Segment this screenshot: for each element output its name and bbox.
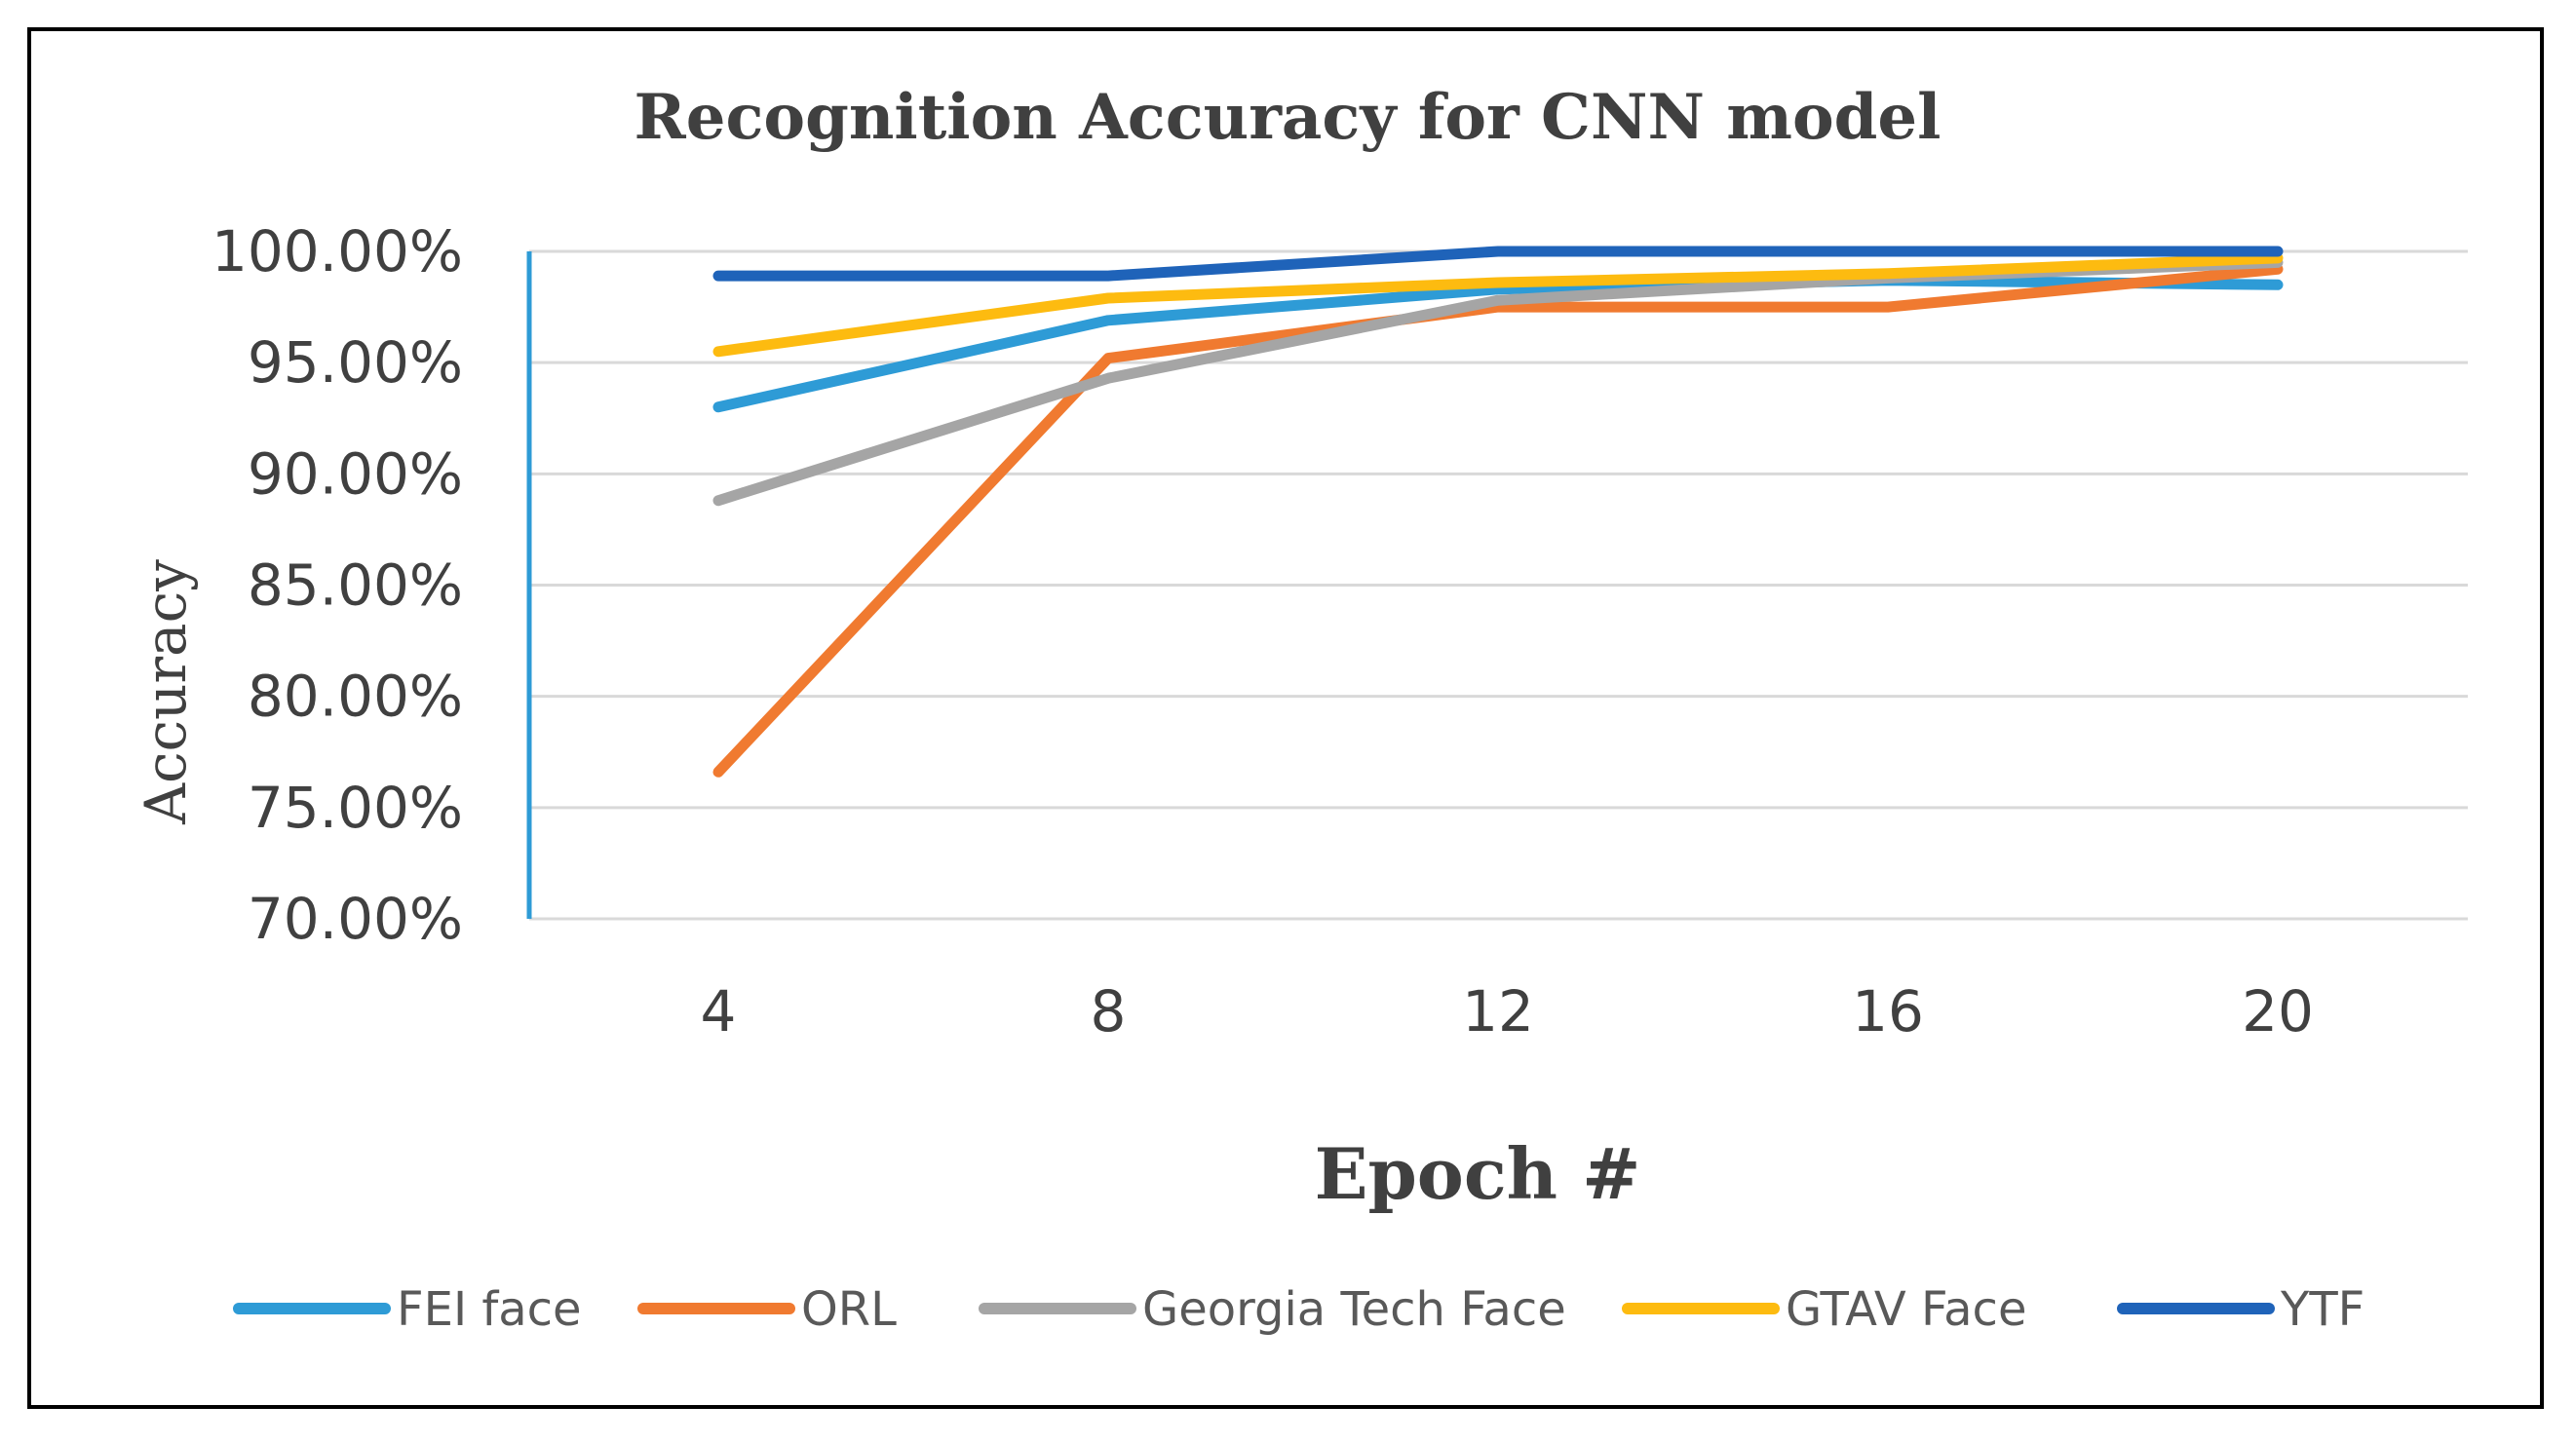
legend-label: FEI face (397, 1282, 582, 1337)
legend-label: ORL (801, 1282, 897, 1337)
y-axis-label: Accuracy (133, 559, 199, 825)
y-tick-label: 80.00% (248, 664, 463, 730)
legend-label: YTF (2280, 1282, 2365, 1337)
legend: FEI face ORL Georgia Tech Face GTAV Face YTF (233, 1282, 2365, 1337)
y-tick-label: 75.00% (248, 775, 463, 841)
x-tick-label: 16 (1852, 978, 1924, 1045)
chart-frame (27, 27, 2544, 1409)
series-line-georgia-tech-face (712, 256, 2284, 507)
series-line-orl (712, 263, 2284, 778)
y-tick-label: 70.00% (248, 886, 463, 952)
y-tick-label: 90.00% (248, 440, 463, 507)
x-tick-label: 4 (701, 978, 737, 1045)
y-tick-label: 95.00% (248, 329, 463, 396)
x-tick-label: 12 (1462, 978, 1534, 1045)
x-tick-label: 20 (2242, 978, 2314, 1045)
x-tick-label: 8 (1091, 978, 1127, 1045)
y-tick-label: 100.00% (211, 218, 463, 285)
x-axis-label: Epoch # (1315, 1132, 1641, 1215)
series-line-gtav-face (712, 252, 2284, 358)
chart-title: Recognition Accuracy for CNN model (634, 81, 1942, 154)
series-lines (712, 246, 2284, 778)
series-line-fei-face (712, 275, 2284, 413)
x-tick-labels: 4 8 12 16 20 (701, 978, 2314, 1045)
y-tick-labels: 100.00% 95.00% 90.00% 85.00% 80.00% 75.00% 70.… (211, 218, 463, 952)
legend-label: Georgia Tech Face (1142, 1282, 1566, 1337)
series-line-ytf (712, 246, 2284, 282)
gridlines (529, 249, 2468, 921)
legend-label: GTAV Face (1786, 1282, 2026, 1337)
y-tick-label: 85.00% (248, 552, 463, 619)
